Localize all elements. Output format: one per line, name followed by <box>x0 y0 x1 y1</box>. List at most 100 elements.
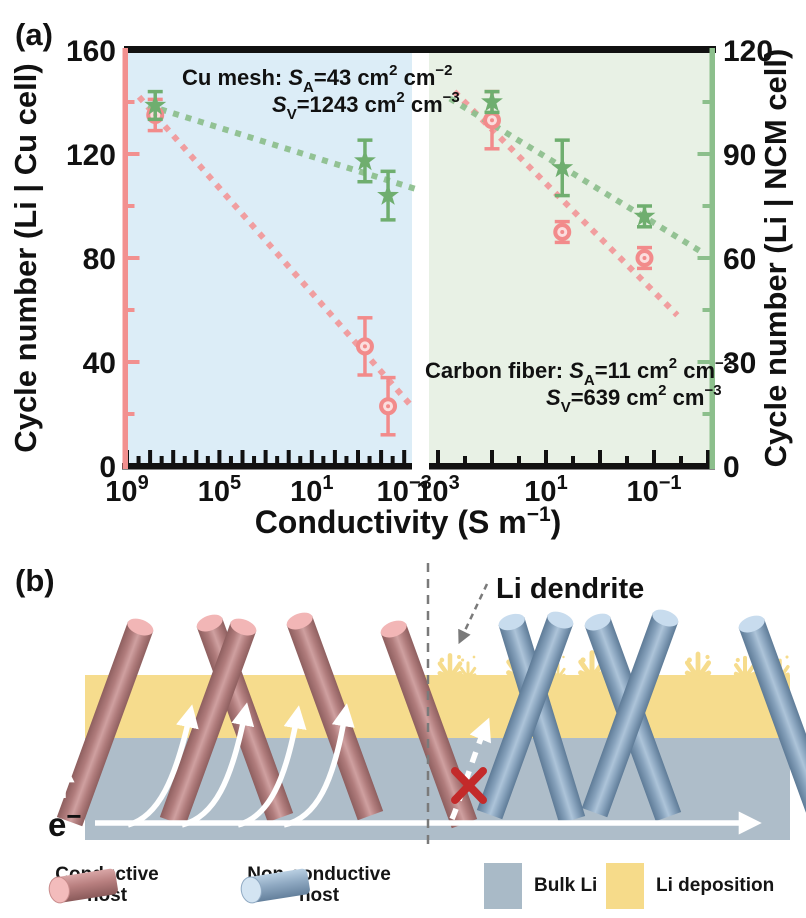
bottom-axis-line-right-segment <box>429 463 715 470</box>
x-major-tick <box>309 450 314 464</box>
annotation-cu-mesh-line2: SV=1243 cm2 cm−3 <box>272 89 460 123</box>
data-point-center-dot <box>386 404 391 409</box>
dendrite-dot <box>785 655 789 659</box>
top-axis-line <box>124 46 716 53</box>
x-major-tick <box>544 450 548 464</box>
dendrite-burst <box>733 671 747 680</box>
left-y-axis-title: Cycle number (Li | Cu cell) <box>8 63 43 452</box>
region-background <box>429 53 710 463</box>
left-y-axis-line <box>122 48 128 469</box>
legend-item-bulk-li: Bulk Li <box>484 858 597 914</box>
data-point-li-ncm <box>144 94 167 115</box>
x-major-tick <box>263 450 268 464</box>
y-tick-label: 80 <box>83 243 116 276</box>
annotation-carbon-fiber-line1: Carbon fiber: SA=11 cm2 cm−2 <box>425 355 732 389</box>
red-cross-icon <box>451 767 487 804</box>
x-minor-tick <box>228 456 233 464</box>
x-minor-tick <box>344 456 349 464</box>
y-tick-label: 0 <box>99 451 116 484</box>
nonconductive-rod <box>738 615 806 824</box>
x-major-tick <box>171 450 176 464</box>
dendrite-burst <box>684 670 701 681</box>
dendrite-burst <box>578 670 595 681</box>
y-minor-tick <box>127 204 135 208</box>
y-minor-tick <box>702 412 710 416</box>
x-major-tick <box>240 450 245 464</box>
x-minor-tick <box>275 456 280 464</box>
dendrite-burst <box>437 670 453 681</box>
y-major-tick <box>127 256 140 260</box>
legend-label: Bulk Li <box>534 874 598 896</box>
x-minor-tick <box>390 456 395 464</box>
panel-a-label: (a) <box>15 17 53 52</box>
x-tick-label: 10−1 <box>626 472 681 508</box>
legend-item-nonconductive-host: Non-conductive host <box>238 858 394 914</box>
dendrite-dot <box>439 657 445 663</box>
x-major-tick <box>598 450 602 464</box>
right-y-axis-title: Cycle number (Li | NCM cell) <box>758 49 793 468</box>
bottom-axis-line-left-segment <box>122 463 412 470</box>
nonconductive-rod <box>476 611 574 820</box>
x-minor-tick <box>679 456 683 464</box>
x-major-tick <box>379 450 384 464</box>
x-major-tick <box>286 450 291 464</box>
dendrite-dot <box>457 655 461 659</box>
right-y-axis-line <box>709 48 715 469</box>
y-major-tick <box>697 256 710 260</box>
dendrite-dot <box>686 657 692 663</box>
x-minor-tick <box>252 456 257 464</box>
dendrite-dot <box>735 657 740 663</box>
data-point-center-dot <box>642 256 647 260</box>
y-major-tick <box>697 152 710 156</box>
annotation-carbon-fiber-line2: SV=639 cm2 cm−3 <box>546 382 722 416</box>
y-minor-tick <box>127 308 135 312</box>
bulk-li-swatch <box>484 863 522 909</box>
dendrite-dot <box>705 654 710 660</box>
x-minor-tick <box>159 456 164 464</box>
x-major-tick <box>402 450 407 464</box>
x-minor-tick <box>625 456 629 464</box>
y-minor-tick <box>127 412 135 416</box>
dendrite-dot <box>472 655 476 659</box>
x-tick-label: 105 <box>198 472 241 508</box>
x-tick-label: 101 <box>524 472 567 508</box>
x-tick-label: 109 <box>105 472 148 508</box>
x-major-tick <box>436 450 440 464</box>
y-major-tick <box>697 360 710 364</box>
electron-flow-arrow <box>181 702 255 828</box>
x-minor-tick <box>321 456 326 464</box>
x-minor-tick <box>367 456 372 464</box>
data-point-li-ncm <box>551 156 574 178</box>
y-tick-label: 0 <box>723 451 740 484</box>
x-minor-tick <box>571 456 575 464</box>
y-major-tick <box>127 360 140 364</box>
electron-flow-arrow <box>283 703 355 828</box>
region-background <box>128 53 412 463</box>
data-point-center-dot <box>560 230 565 234</box>
data-point-center-dot <box>362 344 367 349</box>
dendrite-dot <box>461 658 465 662</box>
y-minor-tick <box>702 100 710 104</box>
x-minor-tick <box>136 456 141 464</box>
y-tick-label: 120 <box>723 35 773 68</box>
legend-item-li-deposition: Li deposition <box>606 858 774 914</box>
dendrite-dot <box>562 655 565 659</box>
y-tick-label: 40 <box>83 347 116 380</box>
data-point-li-ncm <box>481 90 503 112</box>
electron-flow-arrow <box>237 705 307 828</box>
x-minor-tick <box>182 456 187 464</box>
x-axis-title: Conductivity (S m−1) <box>255 503 562 540</box>
x-minor-tick <box>298 456 303 464</box>
annotation-cu-mesh-line1: Cu mesh: SA=43 cm2 cm−2 <box>182 62 453 96</box>
x-major-tick <box>706 450 710 464</box>
y-minor-tick <box>127 100 135 104</box>
x-major-tick <box>194 450 199 464</box>
x-major-tick <box>490 450 494 464</box>
electron-label: e− <box>48 801 82 843</box>
data-point-li-ncm <box>377 184 399 205</box>
electron-flow-arrow <box>127 704 199 828</box>
nonconductive-rod <box>581 609 679 818</box>
x-major-tick <box>148 450 153 464</box>
